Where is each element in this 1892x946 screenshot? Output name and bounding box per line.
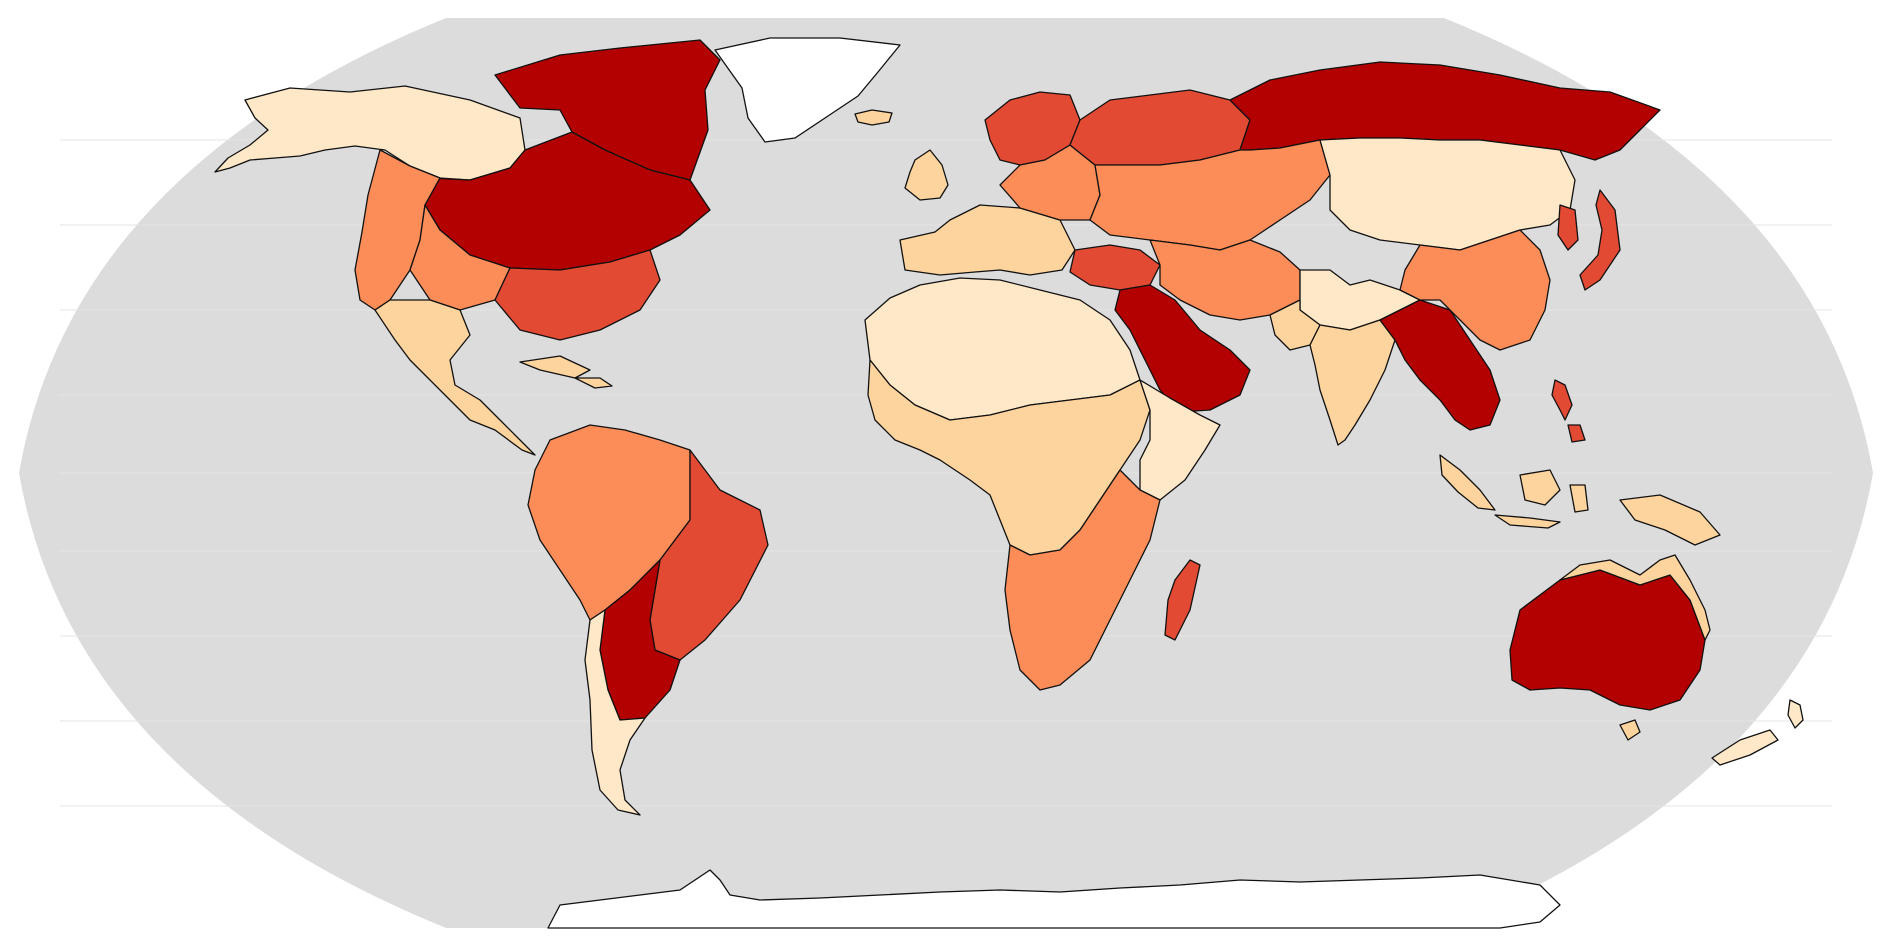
region-iceland (854, 109, 893, 126)
region-antarctica (547, 869, 1561, 929)
region-alaska-yukon (214, 85, 526, 181)
region-layer (214, 37, 1804, 929)
region-indonesia-png (1439, 454, 1721, 546)
region-western-europe (899, 204, 1076, 276)
region-horn-of-africa (1139, 379, 1221, 501)
region-china-south-east (1399, 229, 1551, 351)
region-greenland (714, 37, 901, 143)
region-india (1309, 319, 1396, 446)
region-new-zealand (1711, 699, 1804, 766)
region-british-isles (904, 149, 949, 201)
region-korea-japan (1557, 189, 1621, 291)
region-ganges-mekong (1379, 299, 1501, 431)
region-canada-north (494, 39, 721, 181)
region-us-great-basin (409, 204, 511, 311)
region-philippines (1551, 379, 1586, 443)
region-arabia-iraq (1114, 284, 1251, 413)
region-brazil-east (649, 449, 769, 661)
region-central-asia (1089, 139, 1331, 251)
region-us-midwest-south (494, 249, 661, 341)
region-patagonia-chile (584, 609, 646, 816)
region-southern-africa (1004, 469, 1161, 691)
region-australia-coast (1559, 554, 1711, 741)
region-caribbean (519, 355, 613, 389)
region-mexico-central-america (374, 299, 536, 456)
region-madagascar (1164, 559, 1201, 641)
